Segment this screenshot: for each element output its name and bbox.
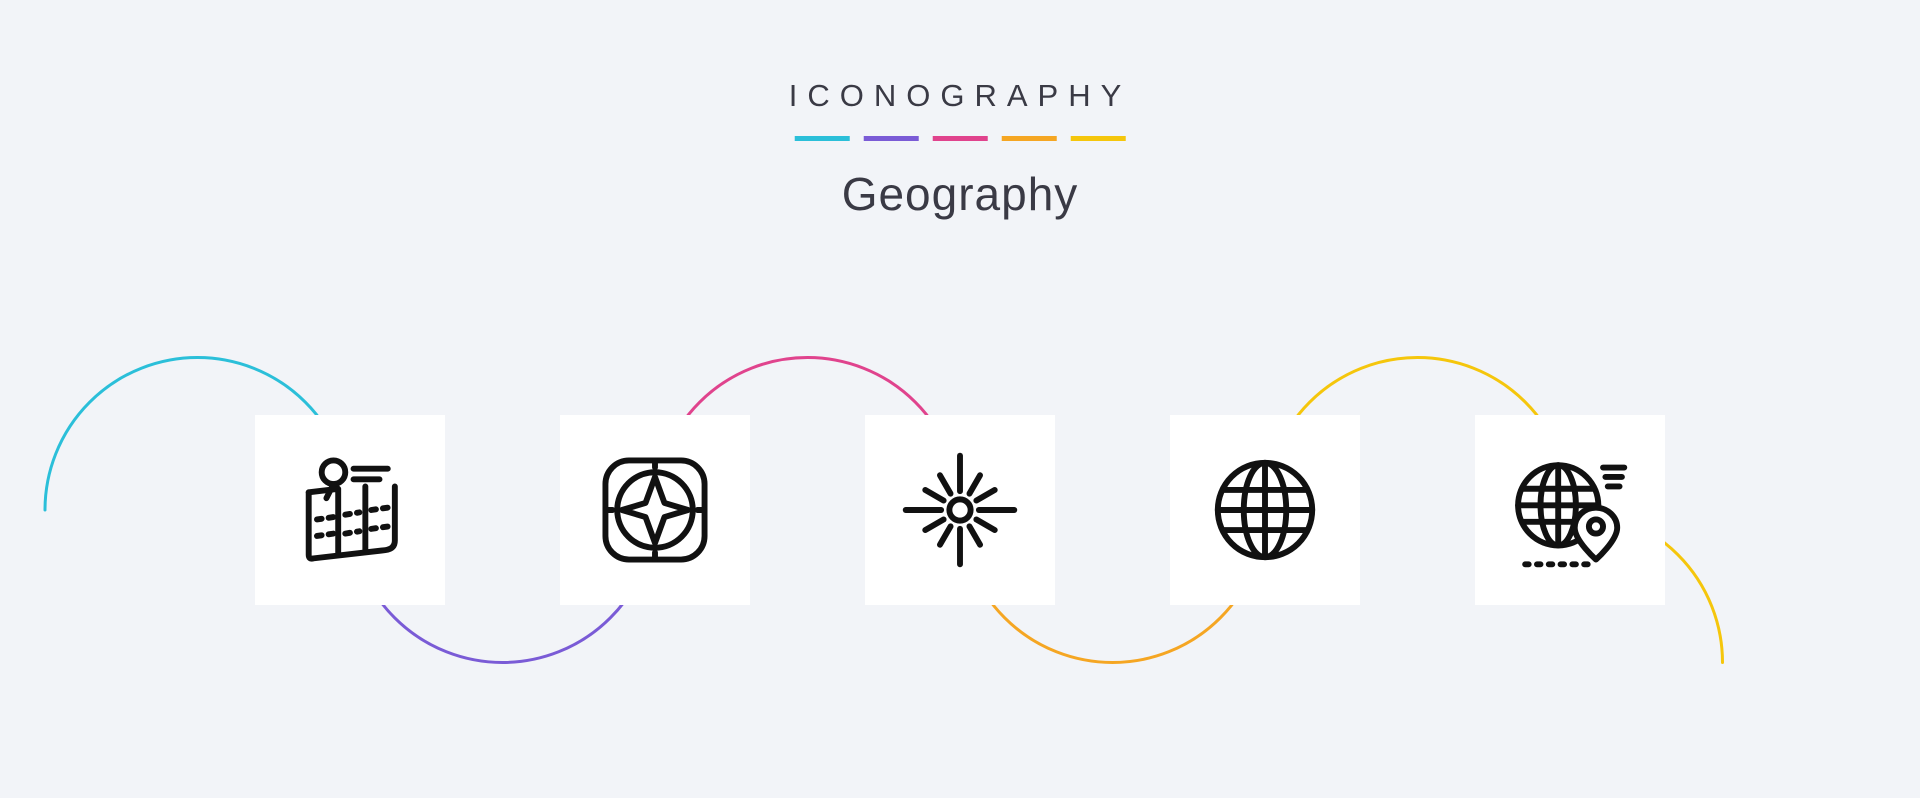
color-bar-1 — [795, 136, 850, 141]
map-pin-icon — [291, 451, 409, 569]
color-bar-row — [789, 136, 1132, 141]
icon-card-globe — [1170, 415, 1360, 605]
brand-title: ICONOGRAPHY — [789, 78, 1132, 114]
globe-location-icon — [1511, 451, 1629, 569]
sun-icon — [901, 451, 1019, 569]
color-bar-2 — [864, 136, 919, 141]
header: ICONOGRAPHY Geography — [789, 78, 1132, 221]
icon-card-compass — [560, 415, 750, 605]
icon-card-globe-location — [1475, 415, 1665, 605]
subtitle: Geography — [789, 167, 1132, 221]
color-bar-4 — [1002, 136, 1057, 141]
color-bar-3 — [933, 136, 988, 141]
color-bar-5 — [1071, 136, 1126, 141]
compass-icon — [596, 451, 714, 569]
icon-card-row — [0, 415, 1920, 605]
globe-icon — [1206, 451, 1324, 569]
icon-card-sun — [865, 415, 1055, 605]
icon-card-map — [255, 415, 445, 605]
